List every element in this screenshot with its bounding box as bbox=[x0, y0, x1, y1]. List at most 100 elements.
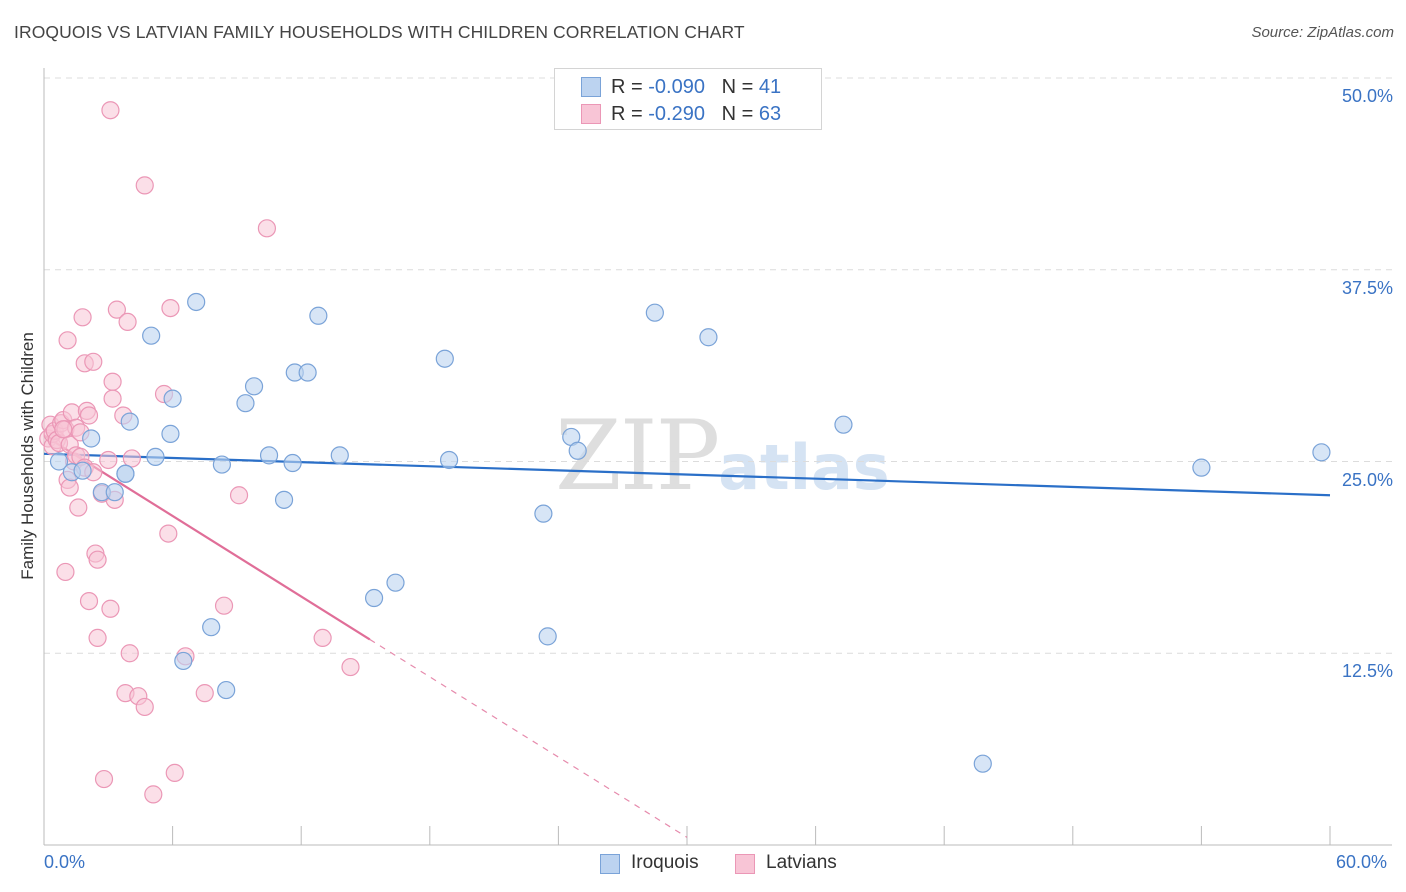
latvians-point bbox=[99, 450, 118, 470]
iroquois-point bbox=[699, 328, 718, 347]
latvians-point bbox=[84, 352, 103, 371]
latvians-point bbox=[103, 389, 122, 408]
latvians-point bbox=[58, 331, 77, 350]
iroquois-point bbox=[212, 455, 231, 474]
latvians-point bbox=[135, 176, 154, 195]
latvians-legend-label: Latvians bbox=[766, 852, 837, 873]
latvians-point bbox=[94, 769, 114, 789]
iroquois-point bbox=[116, 464, 135, 483]
iroquois-point bbox=[1192, 458, 1211, 477]
iroquois-point bbox=[146, 447, 165, 466]
iroquois-legend-label: Iroquois bbox=[631, 852, 699, 873]
iroquois-point bbox=[120, 412, 139, 431]
iroquois-point bbox=[161, 424, 180, 443]
iroquois-point bbox=[973, 754, 992, 773]
latvians-point bbox=[88, 550, 107, 569]
x-tick-label-max: 60.0% bbox=[1336, 852, 1388, 872]
latvians-point bbox=[101, 599, 120, 618]
iroquois-point bbox=[82, 429, 101, 448]
iroquois-point bbox=[217, 680, 236, 700]
y-axis-label: Family Households with Children bbox=[18, 332, 37, 580]
latvians-point bbox=[165, 763, 184, 783]
legend-row-iroquois-text: R = -0.090 N = 41 bbox=[611, 76, 781, 99]
iroquois-point bbox=[538, 627, 557, 646]
iroquois-point bbox=[142, 326, 161, 345]
latvians-point bbox=[107, 300, 126, 319]
iroquois-point bbox=[834, 415, 853, 434]
iroquois-point bbox=[298, 363, 317, 382]
latvians-point bbox=[341, 657, 360, 677]
chart-title: IROQUOIS VS LATVIAN FAMILY HOUSEHOLDS WI… bbox=[14, 22, 745, 42]
latvians-point bbox=[60, 478, 79, 497]
iroquois-point bbox=[105, 483, 124, 502]
latvians-point bbox=[54, 420, 73, 439]
iroquois-point bbox=[202, 618, 221, 637]
iroquois-point bbox=[435, 349, 454, 368]
latvians-point bbox=[88, 628, 107, 648]
iroquois-point bbox=[568, 441, 587, 460]
latvians-point bbox=[135, 697, 154, 717]
iroquois-point bbox=[1312, 443, 1331, 462]
latvians-point bbox=[229, 486, 249, 505]
r-label: R = bbox=[611, 103, 643, 125]
latvians-point bbox=[257, 219, 277, 238]
latvians-swatch bbox=[581, 104, 601, 124]
iroquois-point bbox=[386, 573, 405, 592]
iroquois-points bbox=[49, 292, 1331, 773]
iroquois-point bbox=[73, 461, 92, 480]
latvians-point bbox=[73, 308, 92, 327]
r-value-iroquois: -0.090 bbox=[648, 76, 705, 98]
latvians-point bbox=[56, 562, 75, 582]
y-tick-label: 25.0% bbox=[1341, 469, 1393, 490]
n-label: N = bbox=[721, 76, 754, 98]
n-label: N = bbox=[721, 103, 754, 125]
iroquois-point bbox=[244, 377, 264, 396]
latvians-point bbox=[103, 372, 122, 391]
latvians-point bbox=[144, 785, 163, 804]
iroquois-swatch bbox=[581, 77, 601, 97]
latvians-point bbox=[161, 299, 180, 318]
iroquois-point bbox=[259, 446, 279, 465]
x-tick-label-min: 0.0% bbox=[44, 852, 86, 872]
latvians-legend-swatch bbox=[735, 854, 755, 874]
legend-row-latvians-text: R = -0.290 N = 63 bbox=[611, 103, 781, 126]
latvians-point bbox=[79, 591, 99, 611]
latvians-trend-extension bbox=[369, 638, 688, 838]
iroquois-point bbox=[174, 651, 193, 671]
latvians-point bbox=[79, 406, 99, 425]
iroquois-point bbox=[364, 588, 384, 608]
iroquois-point bbox=[439, 450, 459, 470]
y-tick-label: 50.0% bbox=[1341, 86, 1393, 106]
iroquois-point bbox=[330, 446, 349, 465]
r-label: R = bbox=[611, 76, 643, 98]
y-tick-label: 12.5% bbox=[1341, 661, 1393, 682]
iroquois-point bbox=[236, 394, 255, 413]
iroquois-point bbox=[274, 490, 294, 509]
latvians-point bbox=[62, 403, 81, 422]
iroquois-point bbox=[645, 303, 664, 322]
latvians-point bbox=[101, 101, 120, 120]
iroquois-point bbox=[283, 453, 302, 473]
axes bbox=[43, 68, 1392, 846]
y-tick-label: 37.5% bbox=[1341, 277, 1393, 298]
latvians-point bbox=[195, 684, 214, 703]
latvians-point bbox=[214, 596, 234, 615]
n-value-latvians: 63 bbox=[758, 103, 782, 125]
latvians-point bbox=[159, 524, 178, 543]
iroquois-point bbox=[309, 306, 328, 325]
latvians-point bbox=[313, 628, 332, 648]
iroquois-point bbox=[49, 452, 69, 471]
iroquois-point bbox=[534, 504, 553, 523]
n-value-iroquois: 41 bbox=[758, 76, 782, 98]
iroquois-legend-swatch bbox=[600, 854, 620, 874]
latvians-point bbox=[118, 312, 137, 332]
grid-lines bbox=[44, 77, 1392, 654]
iroquois-point bbox=[187, 292, 206, 312]
latvians-point bbox=[122, 449, 141, 468]
r-value-latvians: -0.290 bbox=[648, 103, 705, 125]
latvians-points bbox=[39, 101, 360, 804]
iroquois-point bbox=[163, 389, 182, 408]
latvians-point bbox=[69, 498, 88, 517]
correlation-legend: R = -0.090 N = 41 R = -0.290 N = 63 bbox=[554, 68, 822, 130]
